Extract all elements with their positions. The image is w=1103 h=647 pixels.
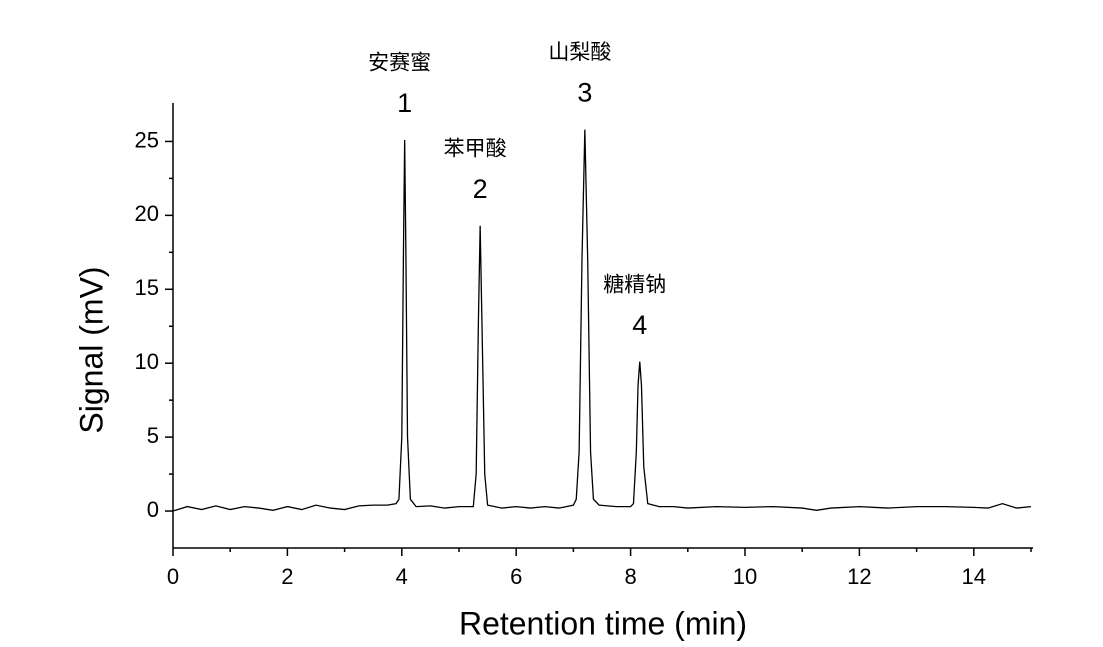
x-tick-label: 0 xyxy=(167,564,179,589)
x-tick-label: 8 xyxy=(624,564,636,589)
y-tick-label: 25 xyxy=(135,127,159,152)
y-tick-label: 20 xyxy=(135,201,159,226)
peak-name: 山梨酸 xyxy=(548,41,611,64)
y-tick-label: 5 xyxy=(147,423,159,448)
x-tick-label: 12 xyxy=(847,564,871,589)
peak-number: 3 xyxy=(577,78,592,108)
y-tick-label: 10 xyxy=(135,349,159,374)
y-axis-title: Signal (mV) xyxy=(73,266,109,433)
x-axis-title: Retention time (min) xyxy=(459,605,747,641)
peak-number: 4 xyxy=(632,310,647,340)
peak-number: 2 xyxy=(473,174,488,204)
x-tick-label: 10 xyxy=(733,564,757,589)
y-tick-label: 0 xyxy=(147,497,159,522)
peak-name: 糖精钠 xyxy=(603,273,666,296)
peak-name: 苯甲酸 xyxy=(444,137,507,160)
x-tick-label: 2 xyxy=(281,564,293,589)
peak-number: 1 xyxy=(397,88,412,118)
x-tick-label: 14 xyxy=(962,564,986,589)
x-tick-label: 4 xyxy=(396,564,408,589)
peak-name: 安赛蜜 xyxy=(368,52,431,75)
signal-line xyxy=(172,129,1032,512)
y-tick-label: 15 xyxy=(135,275,159,300)
x-tick-label: 6 xyxy=(510,564,522,589)
